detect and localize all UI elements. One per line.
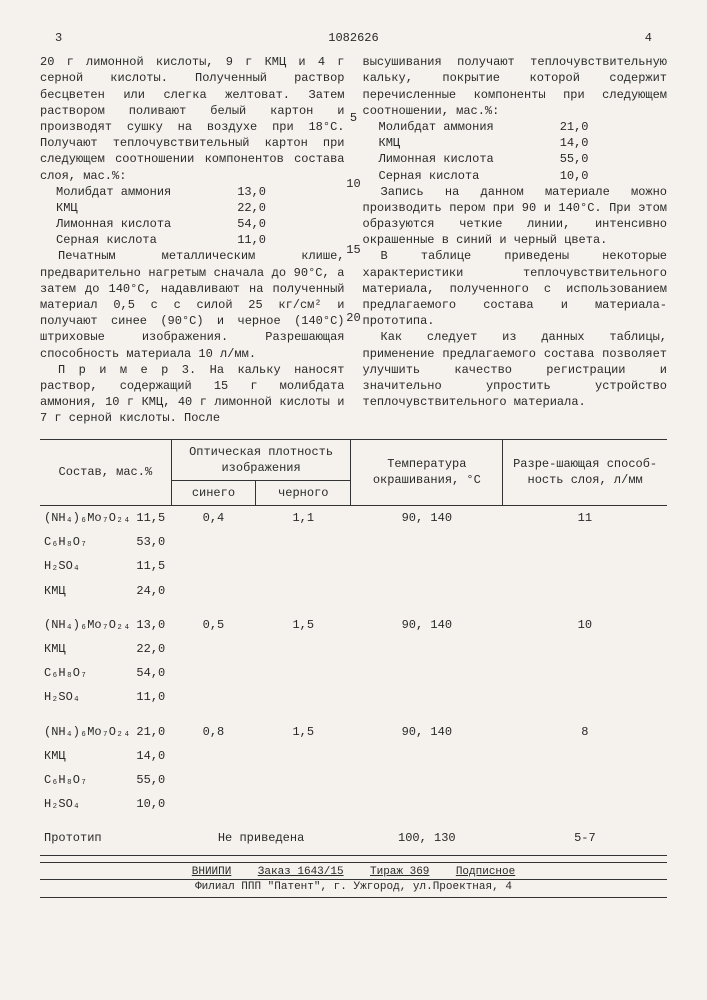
th-black: черного bbox=[256, 480, 351, 505]
two-column-body: 20 г лимонной кислоты, 9 г КМЦ и 4 г сер… bbox=[40, 54, 667, 426]
right-p3: В таблице приведены некоторые характерис… bbox=[363, 248, 668, 329]
table-row: C₆H₈O₇55,0 bbox=[40, 768, 667, 792]
comp-row: КМЦ22,0 bbox=[56, 200, 266, 216]
right-p2: Запись на данном материале можно произво… bbox=[363, 184, 668, 249]
footer: ВНИИПИ Заказ 1643/15 Тираж 369 Подписное… bbox=[40, 862, 667, 899]
table-row: C₆H₈O₇53,0 bbox=[40, 530, 667, 554]
right-column: высушивания получают теплочувствительную… bbox=[363, 54, 668, 426]
left-p1: 20 г лимонной кислоты, 9 г КМЦ и 4 г сер… bbox=[40, 54, 345, 184]
th-resolution: Разре-шающая способ-ность слоя, л/мм bbox=[503, 439, 667, 506]
component-list-1: Молибдат аммония13,0 КМЦ22,0 Лимонная ки… bbox=[40, 184, 345, 249]
doc-number: 1082626 bbox=[324, 30, 384, 46]
comp-row: Серная кислота10,0 bbox=[379, 168, 589, 184]
left-column: 20 г лимонной кислоты, 9 г КМЦ и 4 г сер… bbox=[40, 54, 345, 426]
line-mark-15: 15 bbox=[346, 242, 360, 258]
comp-row: Молибдат аммония13,0 bbox=[56, 184, 266, 200]
th-blue: синего bbox=[171, 480, 255, 505]
table-row: (NH₄)₆Mo₇O₂₄21,00,81,590, 1408 bbox=[40, 710, 667, 744]
line-mark-5: 5 bbox=[350, 110, 357, 126]
line-mark-10: 10 bbox=[346, 176, 360, 192]
table-row: H₂SO₄10,0 bbox=[40, 792, 667, 816]
th-composition: Состав, мас.% bbox=[40, 439, 171, 506]
comp-row: Молибдат аммония21,0 bbox=[379, 119, 589, 135]
comp-row: Лимонная кислота55,0 bbox=[379, 151, 589, 167]
table-row: H₂SO₄11,5 bbox=[40, 554, 667, 578]
page-header: 3 1082626 4 bbox=[40, 30, 667, 46]
table-row: H₂SO₄11,0 bbox=[40, 685, 667, 709]
comp-row: КМЦ14,0 bbox=[379, 135, 589, 151]
component-list-2: Молибдат аммония21,0 КМЦ14,0 Лимонная ки… bbox=[363, 119, 668, 184]
table-row: (NH₄)₆Mo₇O₂₄13,00,51,590, 14010 bbox=[40, 603, 667, 637]
line-mark-20: 20 bbox=[346, 310, 360, 326]
right-p1: высушивания получают теплочувствительную… bbox=[363, 54, 668, 119]
th-temp: Температура окрашивания, °С bbox=[351, 439, 503, 506]
table-row: (NH₄)₆Mo₇O₂₄11,50,41,190, 14011 bbox=[40, 506, 667, 531]
table-row: КМЦ14,0 bbox=[40, 744, 667, 768]
table-row: КМЦ22,0 bbox=[40, 637, 667, 661]
table-row: КМЦ24,0 bbox=[40, 579, 667, 603]
table-row: C₆H₈O₇54,0 bbox=[40, 661, 667, 685]
comp-row: Лимонная кислота54,0 bbox=[56, 216, 266, 232]
footer-line1: ВНИИПИ Заказ 1643/15 Тираж 369 Подписное bbox=[40, 865, 667, 880]
table-row-prototype: ПрототипНе приведена100, 1305-7 bbox=[40, 816, 667, 855]
left-p3: П р и м е р 3. На кальку наносят раствор… bbox=[40, 362, 345, 427]
footer-line2: Филиал ППП "Патент", г. Ужгород, ул.Прое… bbox=[40, 879, 667, 895]
left-p2: Печатным металлическим клише, предварите… bbox=[40, 248, 345, 361]
comp-row: Серная кислота11,0 bbox=[56, 232, 266, 248]
characteristics-table: Состав, мас.% Оптическая плотность изобр… bbox=[40, 439, 667, 856]
th-density: Оптическая плотность изображения bbox=[171, 439, 351, 480]
col-num-left: 3 bbox=[40, 30, 324, 46]
col-num-right: 4 bbox=[383, 30, 667, 46]
right-p4: Как следует из данных таблицы, применени… bbox=[363, 329, 668, 410]
